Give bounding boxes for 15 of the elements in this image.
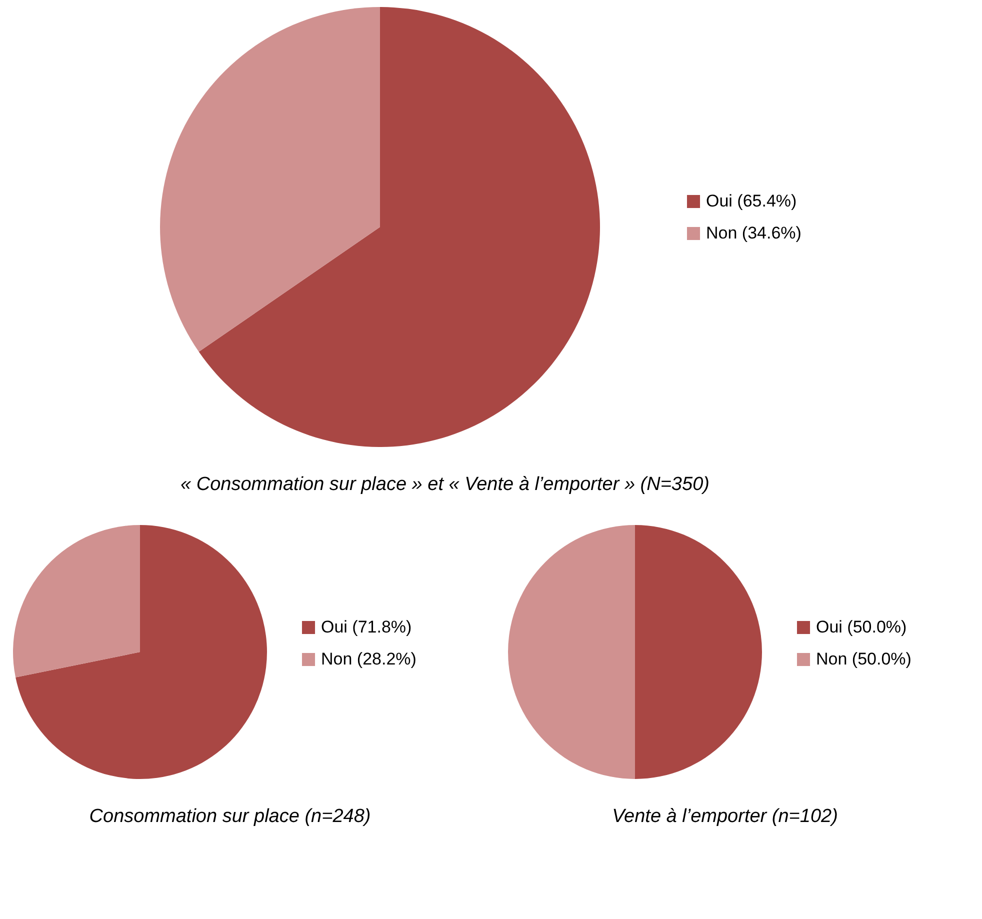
- pie-slice: [160, 7, 380, 352]
- text: Consommation sur place (n=248): [89, 806, 371, 827]
- legend-label: Oui (71.8%): [321, 618, 412, 636]
- pie-slice: [198, 7, 600, 447]
- legend-label: Non (34.6%): [706, 224, 802, 242]
- pie-slice: [508, 525, 635, 779]
- pie-slice: [635, 525, 762, 779]
- legend-label: Non (28.2%): [321, 650, 416, 668]
- legend-label: Oui (65.4%): [706, 192, 797, 210]
- pie-slice: [13, 525, 140, 678]
- legend-label: Non (50.0%): [816, 650, 912, 668]
- pie-slice: [16, 525, 267, 779]
- legend-label: Oui (50.0%): [816, 618, 907, 636]
- text: Vente à l’emporter (n=102): [612, 806, 838, 827]
- text: « Consommation sur place » et « Vente à l’emporter » (N=350): [180, 474, 710, 495]
